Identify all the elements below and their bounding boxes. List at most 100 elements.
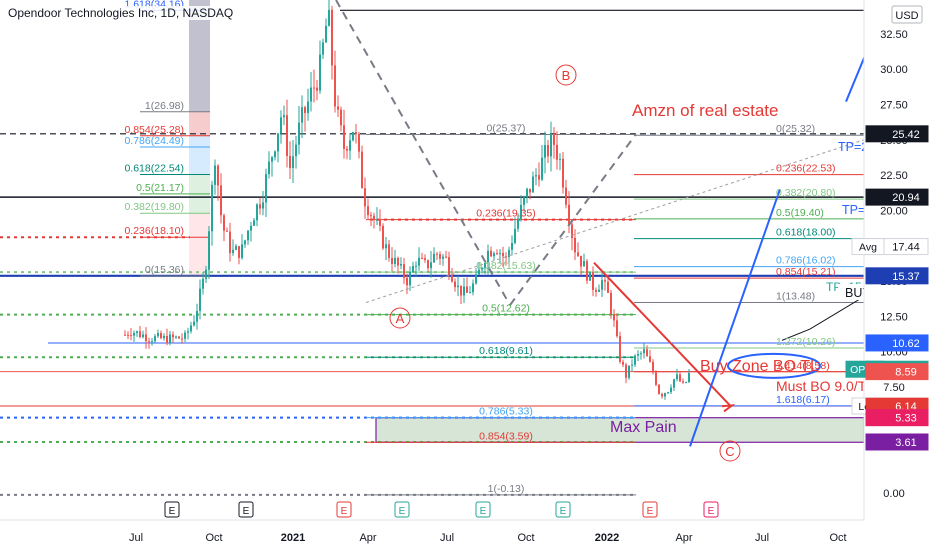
earnings-marker-label: E [708, 506, 715, 517]
candle-body [382, 225, 384, 249]
candle-body [655, 372, 657, 385]
candle-body [565, 187, 567, 205]
candle-body [268, 161, 270, 175]
candle-body [130, 335, 132, 337]
candle-body [673, 379, 675, 388]
candle-body [421, 257, 423, 259]
candle-body [583, 261, 585, 267]
candle-body [529, 188, 531, 193]
candle-body [220, 185, 222, 216]
candle-body [169, 334, 171, 344]
fib-level-label: 1(-0.13) [488, 483, 525, 495]
candle-body [526, 188, 528, 198]
candle-body [385, 244, 387, 249]
candle-body [238, 246, 240, 258]
candle-body [502, 252, 504, 257]
callout-line [781, 296, 865, 341]
candle-body [400, 263, 402, 266]
candle-body [430, 262, 432, 269]
candle-body [286, 115, 288, 157]
fib-level-label: 0(15.36) [145, 264, 184, 276]
candle-body [388, 244, 390, 258]
time-tick-label: 2021 [281, 532, 305, 544]
candle-body [535, 175, 537, 177]
candle-body [598, 289, 600, 292]
candle-body [469, 292, 471, 294]
price-tag-value: 17.44 [892, 242, 920, 254]
candle-body [478, 269, 480, 275]
candle-body [496, 253, 498, 255]
levels-layer [0, 9, 864, 496]
candle-body [622, 361, 624, 365]
candle-body [442, 256, 444, 259]
candle-body [136, 331, 138, 333]
price-tag-value: 25.42 [892, 129, 920, 141]
candle-body [454, 281, 456, 288]
candle-body [628, 365, 630, 378]
buy-zone-ellipse [727, 352, 821, 379]
candle-body [133, 332, 135, 336]
fib-level-label: 0(25.37) [486, 123, 525, 135]
candle-body [499, 252, 501, 254]
candle-body [616, 320, 618, 337]
elliott-wave-line [335, 0, 511, 306]
candle-body [280, 117, 282, 134]
candle-body [451, 274, 453, 282]
candle-body [436, 253, 438, 255]
candle-body [511, 243, 513, 250]
candle-body [142, 334, 144, 337]
earnings-marker-label: E [647, 506, 654, 517]
candle-body [640, 353, 642, 355]
price-tag-value: 8.59 [895, 367, 916, 379]
candle-body [184, 332, 186, 339]
candle-body [559, 158, 561, 160]
candle-body [199, 288, 201, 311]
candle-body [397, 258, 399, 266]
price-tag-value: 20.94 [892, 192, 920, 204]
downtrend-arrowhead [721, 404, 736, 413]
candle-body [457, 285, 459, 288]
candle-body [340, 109, 342, 126]
fib-zone [189, 135, 210, 175]
time-tick-label: Jul [755, 532, 769, 544]
candle-body [208, 231, 210, 270]
price-tag [865, 409, 929, 427]
candle-body [463, 286, 465, 296]
candle-body [394, 258, 396, 265]
candle-body [664, 393, 666, 397]
candle-body [601, 280, 603, 290]
candle-body [151, 341, 153, 343]
candle-body [235, 246, 237, 250]
candle-body [154, 336, 156, 342]
earnings-marker-label: E [169, 506, 176, 517]
fib-level-label: 0.786(16.02) [776, 255, 836, 267]
candle-body [544, 145, 546, 158]
fib-level-label: 0.618(18.00) [776, 227, 836, 239]
candle-body [373, 215, 375, 220]
candle-body [688, 372, 690, 382]
candle-body [658, 384, 660, 394]
candle-body [604, 280, 606, 282]
candle-body [556, 144, 558, 160]
candle-body [523, 197, 525, 205]
candle-body [376, 219, 378, 221]
fib-zone [189, 111, 210, 136]
candle-body [172, 334, 174, 338]
candle-body [313, 87, 315, 89]
candle-body [181, 338, 183, 340]
candle-body [256, 204, 258, 221]
currency-badge [891, 5, 923, 24]
candle-body [406, 277, 408, 286]
fib-level-label: 0.382(19.80) [124, 201, 184, 213]
time-tick-label: Oct [205, 532, 222, 544]
zones-layer [189, 0, 865, 443]
candle-body [409, 272, 411, 286]
candle-body [250, 225, 252, 231]
price-tag [865, 433, 929, 451]
candle-body [322, 42, 324, 55]
earnings-marker [703, 501, 719, 518]
candle-body [538, 175, 540, 180]
candle-body [415, 265, 417, 267]
